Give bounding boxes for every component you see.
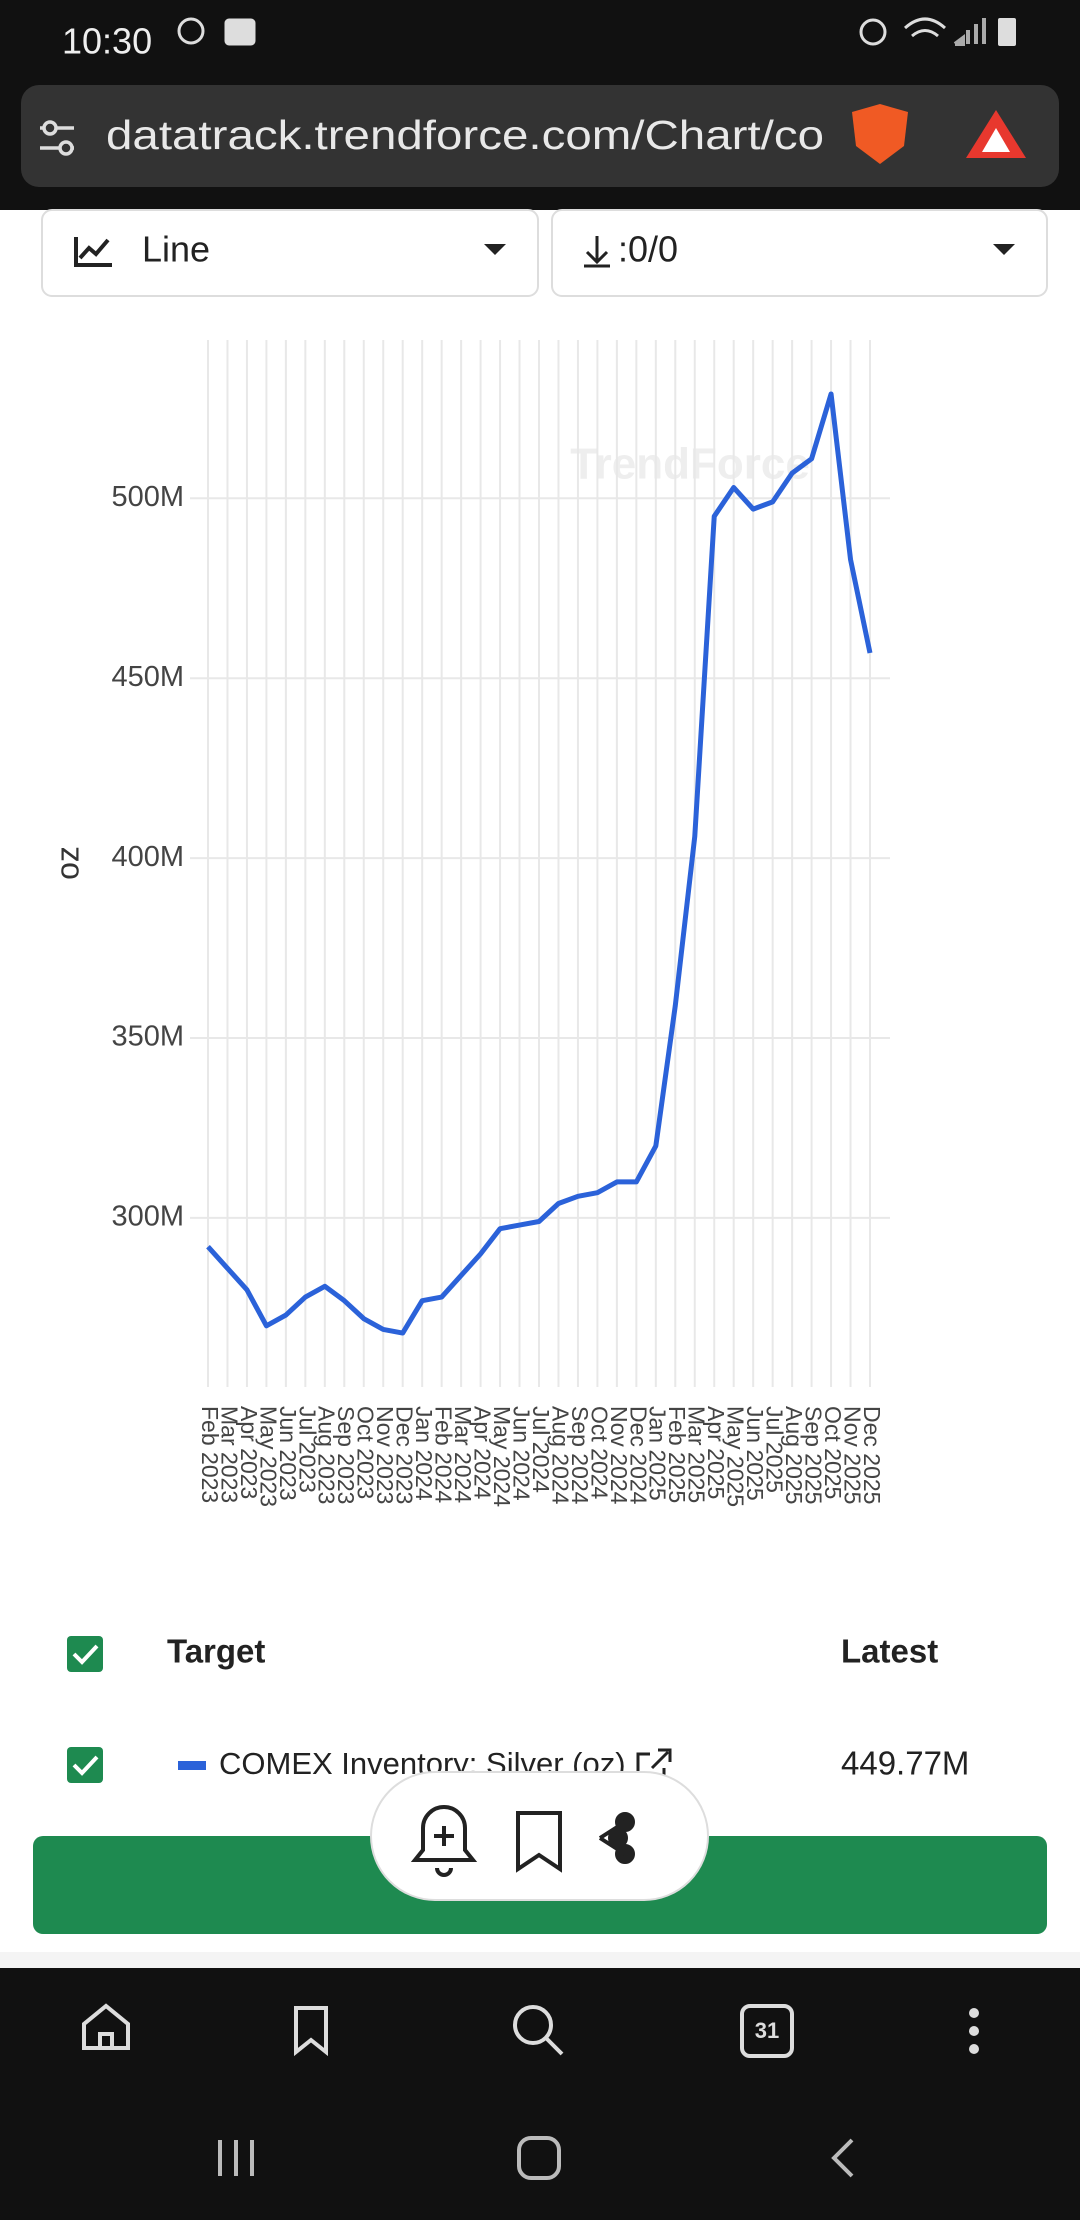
checkbox[interactable]	[67, 1636, 103, 1672]
x-tick-label: Jun 2025	[742, 1406, 768, 1501]
alert-icon[interactable]	[410, 1805, 478, 1877]
tab-count[interactable]: 31	[755, 2018, 779, 2043]
dropdown-caret	[993, 244, 1015, 255]
series-line	[206, 391, 873, 1336]
y-tick-label: 350M	[111, 1021, 184, 1053]
back-button[interactable]	[831, 2138, 854, 2178]
download-dropdown[interactable]	[551, 209, 1048, 297]
tabs-icon[interactable]	[740, 2004, 794, 2058]
bookmarks-icon[interactable]	[294, 2006, 328, 2057]
home-icon[interactable]	[82, 2003, 130, 2050]
bookmark-icon[interactable]	[516, 1811, 562, 1873]
share-icon[interactable]	[598, 1820, 627, 1856]
x-tick-label: Sep 2023	[333, 1406, 359, 1504]
check	[72, 1755, 99, 1776]
download-text[interactable]: :0/0	[618, 229, 678, 270]
bottom-nav	[0, 1968, 1080, 2220]
x-tick-label: Nov 2025	[839, 1406, 865, 1504]
check	[72, 1644, 99, 1665]
x-tick-label: Mar 2023	[216, 1406, 242, 1503]
home-button[interactable]	[517, 2136, 561, 2180]
x-tick-label: Jan 2024	[411, 1406, 437, 1501]
x-tick-label: Feb 2023	[197, 1406, 223, 1503]
status-icons-left	[177, 17, 256, 46]
x-tick-label: Jun 2023	[275, 1406, 301, 1501]
x-tick-label: Nov 2023	[372, 1406, 398, 1504]
x-tick-label: Sep 2025	[801, 1406, 827, 1504]
x-tick-label: Aug 2024	[547, 1406, 573, 1505]
chart-type-text[interactable]: Line	[142, 229, 210, 270]
x-tick-label: Jun 2024	[508, 1406, 534, 1501]
x-tick-label: Apr 2025	[703, 1406, 729, 1499]
x-tick-label: Dec 2025	[859, 1406, 885, 1504]
x-tick-label: Aug 2023	[314, 1406, 340, 1504]
download-icon	[584, 236, 610, 268]
recents-button[interactable]	[218, 2140, 254, 2176]
url-bar[interactable]	[21, 85, 1059, 187]
legend-swatch	[178, 1761, 206, 1770]
x-tick-label: May 2025	[723, 1406, 749, 1507]
x-tick-label: May 2024	[489, 1406, 515, 1507]
header-target: Target	[167, 1633, 265, 1670]
x-tick-label: Nov 2024	[606, 1406, 632, 1505]
system-nav	[218, 2136, 854, 2180]
line-chart-icon	[74, 237, 112, 267]
x-tick-label: Apr 2024	[470, 1406, 496, 1500]
watermark: TrendForce	[570, 440, 810, 489]
y-tick-label: 500M	[111, 481, 184, 513]
x-tick-label: Oct 2024	[586, 1406, 612, 1500]
x-tick-label: Sep 2024	[567, 1406, 593, 1505]
divider	[0, 1952, 1080, 1968]
brave-rewards-inner	[982, 128, 1010, 152]
dropdown-caret	[484, 244, 506, 255]
site-settings-icon[interactable]	[40, 120, 74, 156]
x-tick-label: Oct 2025	[820, 1406, 846, 1499]
x-tick-label: Aug 2025	[781, 1406, 807, 1504]
floating-toolbar	[370, 1771, 709, 1901]
y-tick-label: 300M	[111, 1201, 184, 1233]
row-latest: 449.77M	[841, 1745, 969, 1782]
url-text[interactable]: datatrack.trendforce.com/Chart/co	[106, 112, 824, 158]
y-tick-label: 400M	[111, 841, 184, 873]
x-tick-label: Feb 2025	[664, 1406, 690, 1503]
x-tick-label: Dec 2024	[625, 1406, 651, 1505]
checkbox[interactable]	[67, 1747, 103, 1783]
status-icons-right	[859, 17, 1016, 46]
x-tick-label: Mar 2024	[450, 1406, 476, 1503]
status-time: 10:30	[62, 21, 152, 62]
x-tick-label: Oct 2023	[353, 1406, 379, 1499]
x-tick-label: May 2023	[255, 1406, 281, 1507]
x-tick-label: Jul 2024	[528, 1406, 554, 1493]
x-tick-label: Dec 2023	[392, 1406, 418, 1504]
nav-icons	[82, 2003, 794, 2058]
search-icon[interactable]	[513, 2005, 553, 2045]
more-icon[interactable]	[969, 2008, 979, 2054]
x-tick-label: Feb 2024	[431, 1406, 457, 1503]
toolbar-icons	[410, 1805, 635, 1877]
header-latest: Latest	[841, 1633, 938, 1670]
brave-shield-icon[interactable]	[852, 104, 908, 164]
y-axis-label: oz	[49, 846, 85, 880]
y-tick-label: 450M	[111, 661, 184, 693]
x-tick-label: Apr 2023	[236, 1406, 262, 1499]
x-tick-label: Jul 2025	[762, 1406, 788, 1493]
x-tick-label: Mar 2025	[684, 1406, 710, 1503]
x-tick-label: Jul 2023	[294, 1406, 320, 1493]
x-tick-label: Jan 2025	[645, 1406, 671, 1501]
chart-type-dropdown[interactable]	[41, 209, 539, 297]
